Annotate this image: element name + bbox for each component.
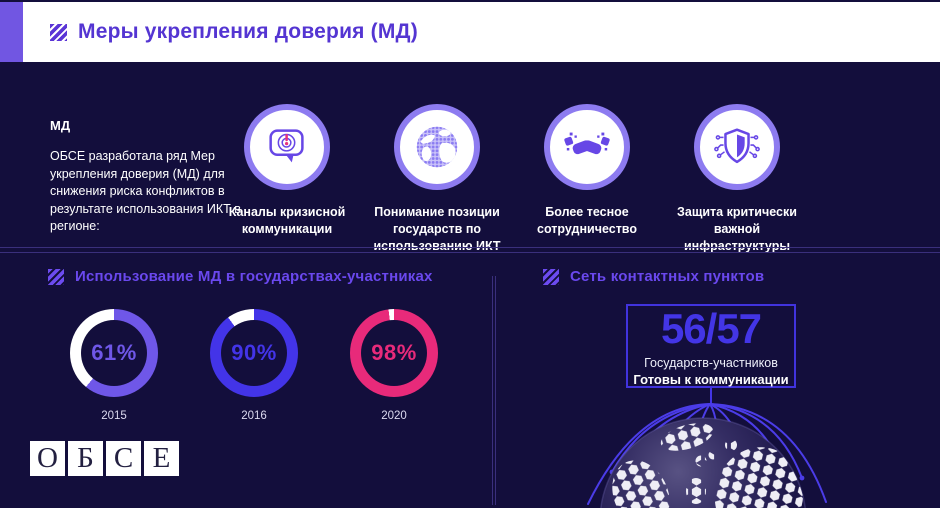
network-section-title: Сеть контактных пунктов [570,268,765,285]
measure-cooperation: Более тесное сотрудничество [512,104,662,255]
stat-connector-line [710,388,712,405]
donut-2016: 90% 2016 [210,309,298,422]
donut-year-label: 2020 [381,410,407,422]
logo-letter: Б [68,441,103,476]
intro-heading: МД [50,118,71,133]
measure-label: Понимание позиции государств по использо… [373,205,501,253]
crisis-communication-icon [269,129,304,163]
stat-number: 56/57 [660,304,762,352]
hatch-stripe-icon [50,23,67,41]
intro-body: ОБСЕ разработала ряд Мер укрепления дове… [50,149,241,233]
contact-points-stat-box: 56/57 Государств-участников Готовы к ком… [626,304,796,388]
logo-letter: С [106,441,141,476]
donut-2020: 98% 2020 [350,309,438,422]
measures-row: Каналы кризисной коммуникации [212,104,812,255]
handshake-icon [564,132,610,155]
logo-letter: О [30,441,65,476]
donut-chart-row: 61% 2015 90% 2016 98% 2020 [70,309,438,422]
globe-graphic [599,417,807,508]
usage-section-title-row: Использование МД в государствах-участник… [48,268,433,285]
measure-infrastructure-protection: Защита критически важной инфраструктуры [662,104,812,255]
donut-value: 98% [371,340,417,365]
donut-year-label: 2016 [241,410,267,422]
measure-label: Каналы кризисной коммуникации [228,205,346,236]
globe-positions-icon [416,126,458,168]
measure-label: Защита критически важной инфраструктуры [677,205,797,253]
measure-circle [544,104,630,190]
measure-circle [394,104,480,190]
header-bar: Меры укрепления доверия (МД) [0,2,940,62]
network-section-title-row: Сеть контактных пунктов [543,268,764,285]
intro-block: МД ОБСЕ разработала ряд Мер укрепления д… [50,118,245,236]
logo-letter: Е [144,441,179,476]
donut-year-label: 2015 [101,410,127,422]
measure-label: Более тесное сотрудничество [537,205,637,236]
measure-circle [694,104,780,190]
header-title-row: Меры укрепления доверия (МД) [50,20,418,44]
header-accent-block [0,2,23,62]
donut-value: 61% [91,340,137,365]
usage-section-title: Использование МД в государствах-участник… [75,268,433,285]
donut-2015: 61% 2015 [70,309,158,422]
page-title: Меры укрепления доверия (МД) [78,20,418,43]
donut-ring-2020: 98% [350,309,438,397]
hatch-stripe-icon [48,268,64,285]
osce-logo: О Б С Е [30,441,179,476]
stat-caption: Государств-участников [644,355,778,370]
donut-ring-2015: 61% [70,309,158,397]
measure-understanding-positions: Понимание позиции государств по использо… [362,104,512,255]
stat-caption-bold: Готовы к коммуникации [633,371,789,387]
measure-circle [244,104,330,190]
shield-infrastructure-icon [714,128,760,164]
horizontal-divider [0,247,940,253]
donut-ring-2016: 90% [210,309,298,397]
globe-icon [600,417,806,508]
vertical-divider [492,276,496,505]
hatch-stripe-icon [543,268,559,285]
measure-crisis-communication: Каналы кризисной коммуникации [212,104,362,255]
donut-value: 90% [231,340,277,365]
